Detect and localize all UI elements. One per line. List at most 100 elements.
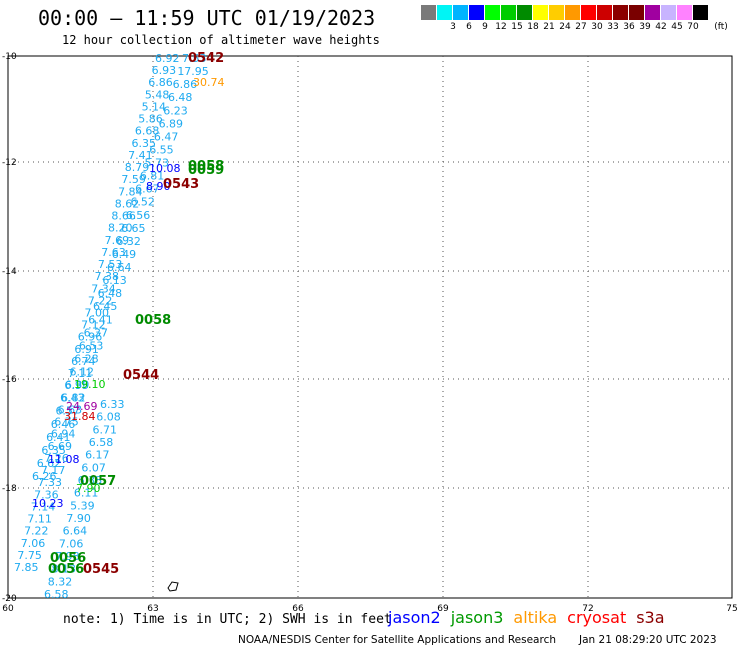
- wave-height-value: 7.53: [98, 258, 123, 271]
- pass-time-label: 0059: [188, 163, 224, 178]
- highlight-value: 11.08: [48, 453, 80, 466]
- legend-swatch: [533, 5, 549, 20]
- pass-time-label: 0543: [163, 177, 199, 192]
- latitude-tick-label: -18: [2, 484, 17, 494]
- wave-height-value: 6.47: [154, 130, 179, 143]
- longitude-tick-label: 60: [2, 604, 14, 614]
- longitude-tick-label: 66: [292, 604, 304, 614]
- wave-height-value: 7.41: [128, 149, 153, 162]
- legend-swatch: [565, 5, 581, 20]
- highlight-value: 24.69: [66, 400, 98, 413]
- wave-height-value: 17.95: [177, 65, 209, 78]
- legend-label: 24: [559, 22, 571, 32]
- legend-label: 21: [543, 22, 555, 32]
- legend-swatch: [437, 5, 453, 20]
- wave-height-value: 7.85: [14, 561, 39, 574]
- highlight-value: 10.23: [32, 497, 64, 510]
- credit-text: NOAA/NESDIS Center for Satellite Applica…: [238, 634, 556, 646]
- satellite-s3a: s3a: [636, 608, 665, 627]
- satellite-legend: jason2 jason3 altika cryosat s3a: [388, 608, 675, 627]
- wave-height-value: 6.86: [148, 76, 173, 89]
- wave-height-value: 6.58: [89, 436, 114, 449]
- wave-height-value: 7.26: [44, 452, 69, 465]
- legend-swatch: [469, 5, 485, 20]
- wave-height-value: 6.11: [74, 487, 99, 500]
- wave-height-value: 6.48: [168, 91, 193, 104]
- pass-time-label: 0058: [135, 313, 171, 328]
- legend-label: 3: [450, 22, 456, 32]
- wave-height-value: 6.41: [46, 431, 71, 444]
- wave-height-value: 6.75: [54, 416, 79, 429]
- wave-height-value: 7.11: [27, 513, 52, 526]
- latitude-tick-label: -20: [2, 594, 17, 604]
- wave-height-value: 7.06: [59, 537, 84, 550]
- footnote: note: 1) Time is in UTC; 2) SWH is in fe…: [63, 612, 392, 627]
- legend-label: 70: [687, 22, 699, 32]
- wave-height-value: 8.62: [115, 197, 140, 210]
- map-frame: [7, 55, 733, 599]
- highlight-value: 8.90: [146, 180, 171, 193]
- wave-height-value: 6.33: [100, 398, 125, 411]
- legend-swatch: [693, 5, 709, 20]
- latitude-tick-label: -12: [2, 158, 17, 168]
- wave-height-value: 6.62: [37, 457, 62, 470]
- legend-swatch: [453, 5, 469, 20]
- pass-time-label: 0056: [48, 562, 84, 577]
- legend-swatch: [645, 5, 661, 20]
- wave-height-value: 6.67: [135, 183, 160, 196]
- wave-height-value: 6.35: [41, 444, 66, 457]
- wave-height-value: 5.14: [142, 100, 167, 113]
- pass-time-label: 0058: [188, 159, 224, 174]
- wave-height-value: 7.17: [41, 464, 66, 477]
- wave-height-value: 7.75: [17, 549, 42, 562]
- pass-time-label: 0544: [123, 368, 159, 383]
- wave-height-value: 7.38: [95, 270, 120, 283]
- wave-height-value: 7.69: [105, 234, 129, 247]
- wave-height-value: 6.48: [98, 287, 123, 300]
- wave-height-value: 6.92: [155, 52, 180, 65]
- wave-height-value: 7.63: [101, 246, 126, 259]
- wave-height-value: 6.07: [81, 461, 106, 474]
- wave-height-value: 6.30: [65, 379, 90, 392]
- legend-label: 6: [466, 22, 472, 32]
- wave-height-value: 6.74: [71, 355, 96, 368]
- latitude-tick-label: -10: [2, 52, 17, 62]
- wave-height-value: 6.35: [132, 137, 157, 150]
- longitude-tick-label: 72: [582, 604, 593, 614]
- highlight-value: 7.90: [76, 482, 101, 495]
- wave-height-value: 7.12: [81, 319, 106, 332]
- pass-time-label: 0057: [80, 474, 116, 489]
- legend-label: 12: [495, 22, 507, 32]
- wave-height-value: 6.45: [93, 300, 118, 313]
- page-title: 00:00 – 11:59 UTC 01/19/2023: [38, 6, 376, 30]
- legend-label: 18: [527, 22, 539, 32]
- wave-height-value: 7.22: [88, 294, 113, 307]
- longitude-tick-label: 63: [147, 604, 158, 614]
- wave-height-value: 6.13: [102, 274, 127, 287]
- wave-height-value: 7.22: [24, 525, 48, 538]
- pass-time-label: 0056: [50, 551, 86, 566]
- wave-height-value: 5.48: [145, 88, 170, 101]
- longitude-tick-label: 75: [726, 604, 737, 614]
- wave-height-value: 6.23: [163, 104, 188, 117]
- latitude-tick-label: -14: [2, 267, 17, 277]
- wave-height-value: 6.94: [51, 428, 76, 441]
- legend-label: 15: [511, 22, 523, 32]
- legend-unit: (ft): [714, 22, 728, 32]
- highlight-value: 31.84: [64, 410, 96, 423]
- legend-swatch: [677, 5, 693, 20]
- wave-height-value: 6.26: [32, 470, 57, 483]
- legend-swatch: [629, 5, 645, 20]
- wave-height-value: 6.57: [55, 405, 80, 418]
- wave-height-value: 6.56: [126, 209, 151, 222]
- legend-label: 42: [655, 22, 667, 32]
- wave-height-value: 7.59: [121, 173, 146, 186]
- legend-label: 39: [639, 22, 651, 32]
- highlight-value: 10.08: [149, 162, 181, 175]
- wave-height-value: 6.43: [60, 392, 85, 405]
- wave-height-value: 6.96: [78, 331, 103, 344]
- legend-label: 33: [607, 22, 619, 32]
- wave-height-value: 7.98: [55, 550, 79, 563]
- satellite-altika: altika: [513, 608, 558, 627]
